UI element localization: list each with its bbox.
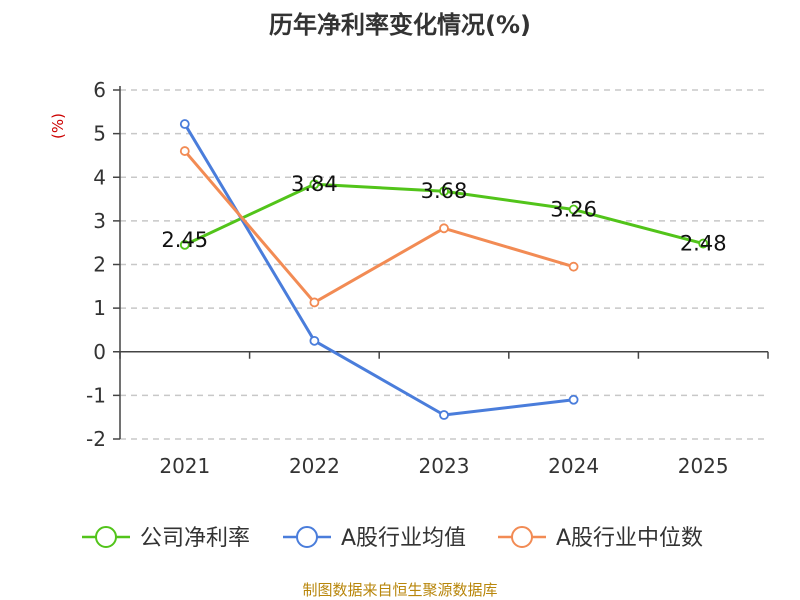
data-point [439, 223, 449, 234]
data-labels: 2.45 3.84 3.68 3.26 2.48 [161, 172, 726, 255]
y-tick-label: 3 [93, 209, 106, 233]
y-tick-label: 2 [93, 253, 106, 277]
y-axis-label: (%) [49, 113, 67, 139]
data-label: 3.84 [291, 172, 338, 196]
y-tick-label: 4 [93, 165, 106, 189]
data-label: 2.45 [161, 228, 208, 252]
data-point [309, 335, 320, 346]
grid-lines [120, 89, 768, 440]
chart-title: 历年净利率变化情况(%) [269, 11, 531, 39]
data-point [698, 238, 709, 249]
x-tick-label: 2022 [289, 454, 340, 478]
data-label: 3.26 [550, 198, 597, 222]
y-tick-label: -1 [86, 383, 106, 407]
data-point [179, 239, 190, 250]
data-point [309, 179, 320, 190]
data-point [179, 146, 190, 156]
series-line-2 [183, 150, 575, 304]
data-point [568, 204, 579, 215]
y-tick-label: 1 [93, 296, 106, 320]
series-lines [179, 119, 709, 420]
legend: 公司净利率 A股行业均值 A股行业中位数 [82, 526, 703, 551]
legend-label: A股行业均值 [341, 526, 466, 551]
legend-label: A股行业中位数 [556, 526, 703, 551]
data-point [568, 394, 579, 405]
x-tick-label: 2023 [419, 454, 470, 478]
data-point [568, 261, 579, 272]
data-point [439, 410, 449, 420]
y-tick-label: 0 [93, 340, 106, 364]
x-tick-label: 2021 [159, 454, 210, 478]
data-point [179, 119, 190, 129]
x-tick-label: 2025 [678, 454, 729, 478]
legend-swatch-marker [296, 526, 318, 548]
axes: 6 5 4 3 2 1 0 -1 -2 2021 2022 2023 2024 2025 [86, 78, 769, 478]
source-note: 制图数据来自恒生聚源数据库 [302, 581, 497, 599]
y-tick-label: 6 [93, 78, 106, 102]
y-tick-label: 5 [93, 122, 106, 146]
series-line-1 [183, 123, 574, 417]
y-tick-label: -2 [86, 427, 106, 451]
data-point [439, 186, 449, 197]
data-label: 2.48 [680, 232, 727, 256]
x-tick-label: 2024 [548, 454, 599, 478]
data-label: 3.68 [421, 179, 468, 203]
legend-label: 公司净利率 [140, 526, 250, 551]
legend-swatch-marker [511, 526, 533, 548]
data-point [309, 297, 320, 308]
legend-swatch-marker [95, 526, 117, 548]
